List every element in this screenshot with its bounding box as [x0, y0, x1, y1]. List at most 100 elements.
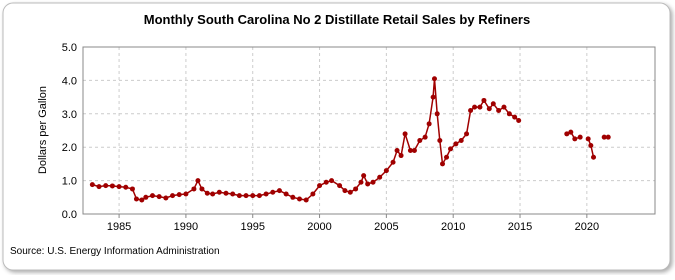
data-point — [347, 189, 353, 195]
data-point — [109, 183, 115, 189]
data-point — [276, 188, 282, 194]
data-point — [183, 191, 189, 197]
data-point — [398, 153, 404, 159]
data-point — [337, 183, 343, 189]
data-point — [270, 189, 276, 195]
data-point — [394, 148, 400, 154]
data-point — [591, 154, 597, 160]
data-point — [411, 148, 417, 154]
data-point — [468, 107, 474, 113]
data-point — [370, 179, 376, 185]
data-point — [176, 192, 182, 198]
data-point — [256, 193, 262, 199]
data-point — [430, 94, 436, 100]
data-point — [123, 184, 129, 190]
data-point — [444, 154, 450, 160]
data-point — [243, 193, 249, 199]
data-point — [426, 121, 432, 127]
data-point — [156, 194, 162, 200]
y-tick-label: 2.0 — [62, 142, 77, 154]
plot-border — [82, 46, 656, 215]
data-point — [250, 193, 256, 199]
data-point — [263, 191, 269, 197]
data-point — [116, 184, 122, 190]
data-point — [223, 190, 229, 196]
data-point — [290, 194, 296, 200]
data-point — [204, 190, 210, 196]
data-point — [481, 97, 487, 103]
data-point — [601, 134, 607, 140]
data-point — [434, 111, 440, 117]
data-point — [143, 194, 149, 200]
data-point — [195, 178, 201, 184]
data-point — [170, 193, 176, 199]
data-point — [323, 179, 329, 185]
y-tick-label: 0.0 — [62, 209, 77, 221]
data-point — [129, 186, 135, 192]
data-point — [577, 134, 583, 140]
chart-title: Monthly South Carolina No 2 Distillate R… — [144, 12, 530, 27]
data-point — [89, 182, 95, 188]
data-point — [512, 114, 518, 120]
x-tick-label: 1995 — [240, 221, 264, 233]
data-point — [605, 134, 611, 140]
data-point — [572, 136, 578, 142]
data-point — [490, 101, 496, 107]
data-point — [453, 141, 459, 147]
y-tick-label: 4.0 — [62, 75, 77, 87]
y-tick-label: 3.0 — [62, 109, 77, 121]
data-point — [437, 138, 443, 144]
data-point — [216, 189, 222, 195]
data-point — [486, 106, 492, 112]
data-point — [585, 136, 591, 142]
data-point — [377, 174, 383, 180]
x-tick-label: 2015 — [508, 221, 532, 233]
data-point — [310, 191, 316, 197]
data-point — [133, 196, 139, 202]
source: Source: U.S. Energy Information Administ… — [10, 246, 220, 257]
frame — [2, 2, 671, 271]
data-point — [588, 143, 594, 149]
data-point — [440, 161, 446, 167]
data-point — [464, 131, 470, 137]
data-point — [365, 181, 371, 187]
data-point — [390, 159, 396, 165]
data-point — [422, 134, 428, 140]
data-point — [103, 183, 109, 189]
data-point — [329, 178, 335, 184]
data-point — [96, 184, 102, 190]
data-point — [342, 188, 348, 194]
x-tick-label: 1990 — [174, 221, 198, 233]
data-point — [283, 191, 289, 197]
data-point — [139, 197, 145, 203]
data-point — [297, 196, 303, 202]
data-point — [431, 76, 437, 82]
data-point — [448, 146, 454, 152]
x-tick-label: 1985 — [107, 221, 131, 233]
x-tick-label: 2010 — [441, 221, 465, 233]
y-tick-label: 1.0 — [62, 176, 77, 188]
data-point — [383, 168, 389, 174]
data-point — [230, 191, 236, 197]
data-point — [163, 195, 169, 201]
data-point — [303, 197, 309, 203]
data-point — [210, 191, 216, 197]
x-tick-label: 2020 — [575, 221, 599, 233]
data-point — [361, 173, 367, 179]
data-point — [353, 186, 359, 192]
data-point — [516, 117, 522, 123]
data-point — [472, 104, 478, 110]
data-point — [501, 104, 507, 110]
x-tick-label: 2005 — [374, 221, 398, 233]
x-tick-label: 2000 — [307, 221, 331, 233]
data-point — [564, 131, 570, 137]
data-point — [568, 129, 574, 135]
data-point — [417, 138, 423, 144]
data-point — [402, 131, 408, 137]
data-point — [236, 193, 242, 199]
data-point — [477, 104, 483, 110]
data-point — [506, 111, 512, 117]
data-point — [317, 183, 323, 189]
data-point — [199, 186, 205, 192]
